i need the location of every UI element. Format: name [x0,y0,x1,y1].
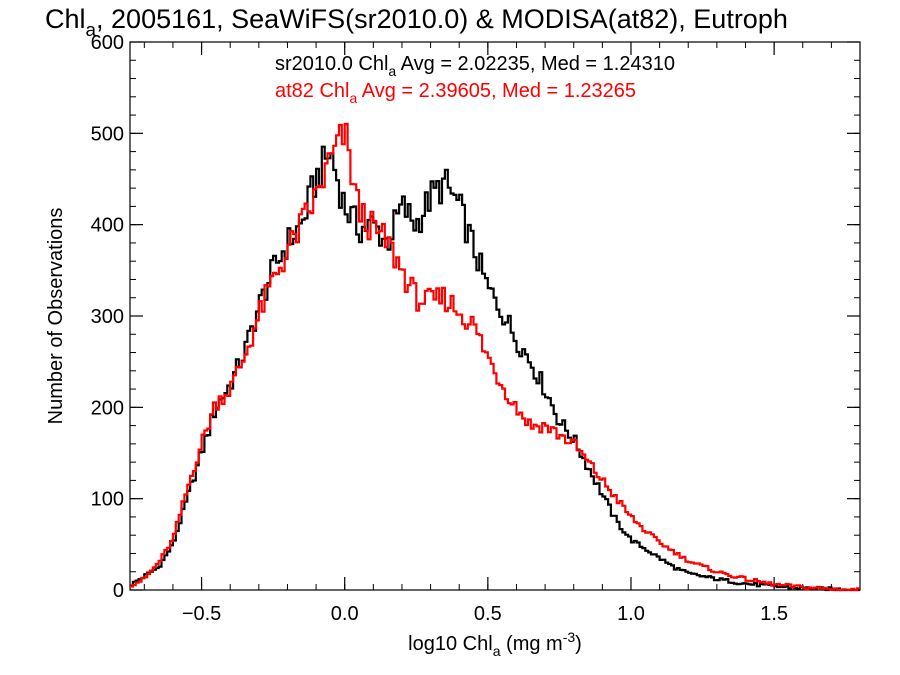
series-sr2010-line [130,145,860,592]
legend: sr2010.0 Chla Avg = 2.02235, Med = 1.243… [275,53,675,106]
plot-area: −0.5 0.0 0.5 1.0 1.5 0 100 200 300 400 500 600 [91,32,861,625]
title-main: Chl [45,4,86,34]
legend-1-post: Avg = 2.39605, Med = 1.23265 [357,80,636,102]
xlabel-main: log10 Chl [408,633,493,655]
x-tick-label: 0.0 [331,603,359,625]
y-tick-label: 100 [91,489,124,511]
y-tick-label: 300 [91,306,124,328]
y-tick-label: 500 [91,123,124,145]
y-axis-label: Number of Observations [45,208,67,425]
series-lines [130,122,860,592]
x-tick-label: 1.5 [760,603,788,625]
x-ticks: −0.5 0.0 0.5 1.0 1.5 [143,42,861,625]
xlabel-mid: (mg m [500,633,562,655]
series-at82-line [130,122,860,592]
legend-1-pre: at82 Chl [275,80,350,102]
xlabel-sup: -3 [563,629,576,645]
y-tick-label: 0 [113,580,124,602]
legend-0-sub: a [388,63,396,79]
x-tick-label: 0.5 [474,603,502,625]
plot-frame [129,41,861,591]
x-tick-label: −0.5 [182,603,221,625]
legend-entry-at82: at82 Chla Avg = 2.39605, Med = 1.23265 [275,80,636,106]
y-ticks: 0 100 200 300 400 500 600 [91,32,860,602]
legend-1-sub: a [350,90,358,106]
y-tick-label: 600 [91,32,124,54]
legend-entry-sr2010: sr2010.0 Chla Avg = 2.02235, Med = 1.243… [275,53,675,79]
x-tick-label: 1.0 [617,603,645,625]
legend-0-post: Avg = 2.02235, Med = 1.24310 [396,53,675,75]
y-tick-label: 200 [91,397,124,419]
legend-0-pre: sr2010.0 Chl [275,53,388,75]
xlabel-end: ) [575,633,582,655]
chart-title: Chla, 2005161, SeaWiFS(sr2010.0) & MODIS… [45,4,788,41]
xlabel-sub: a [493,643,501,659]
y-tick-label: 400 [91,215,124,237]
x-axis-label: log10 Chla (mg m-3) [408,629,582,659]
title-rest: , 2005161, SeaWiFS(sr2010.0) & MODISA(at… [96,4,788,34]
title-sub: a [86,20,97,41]
